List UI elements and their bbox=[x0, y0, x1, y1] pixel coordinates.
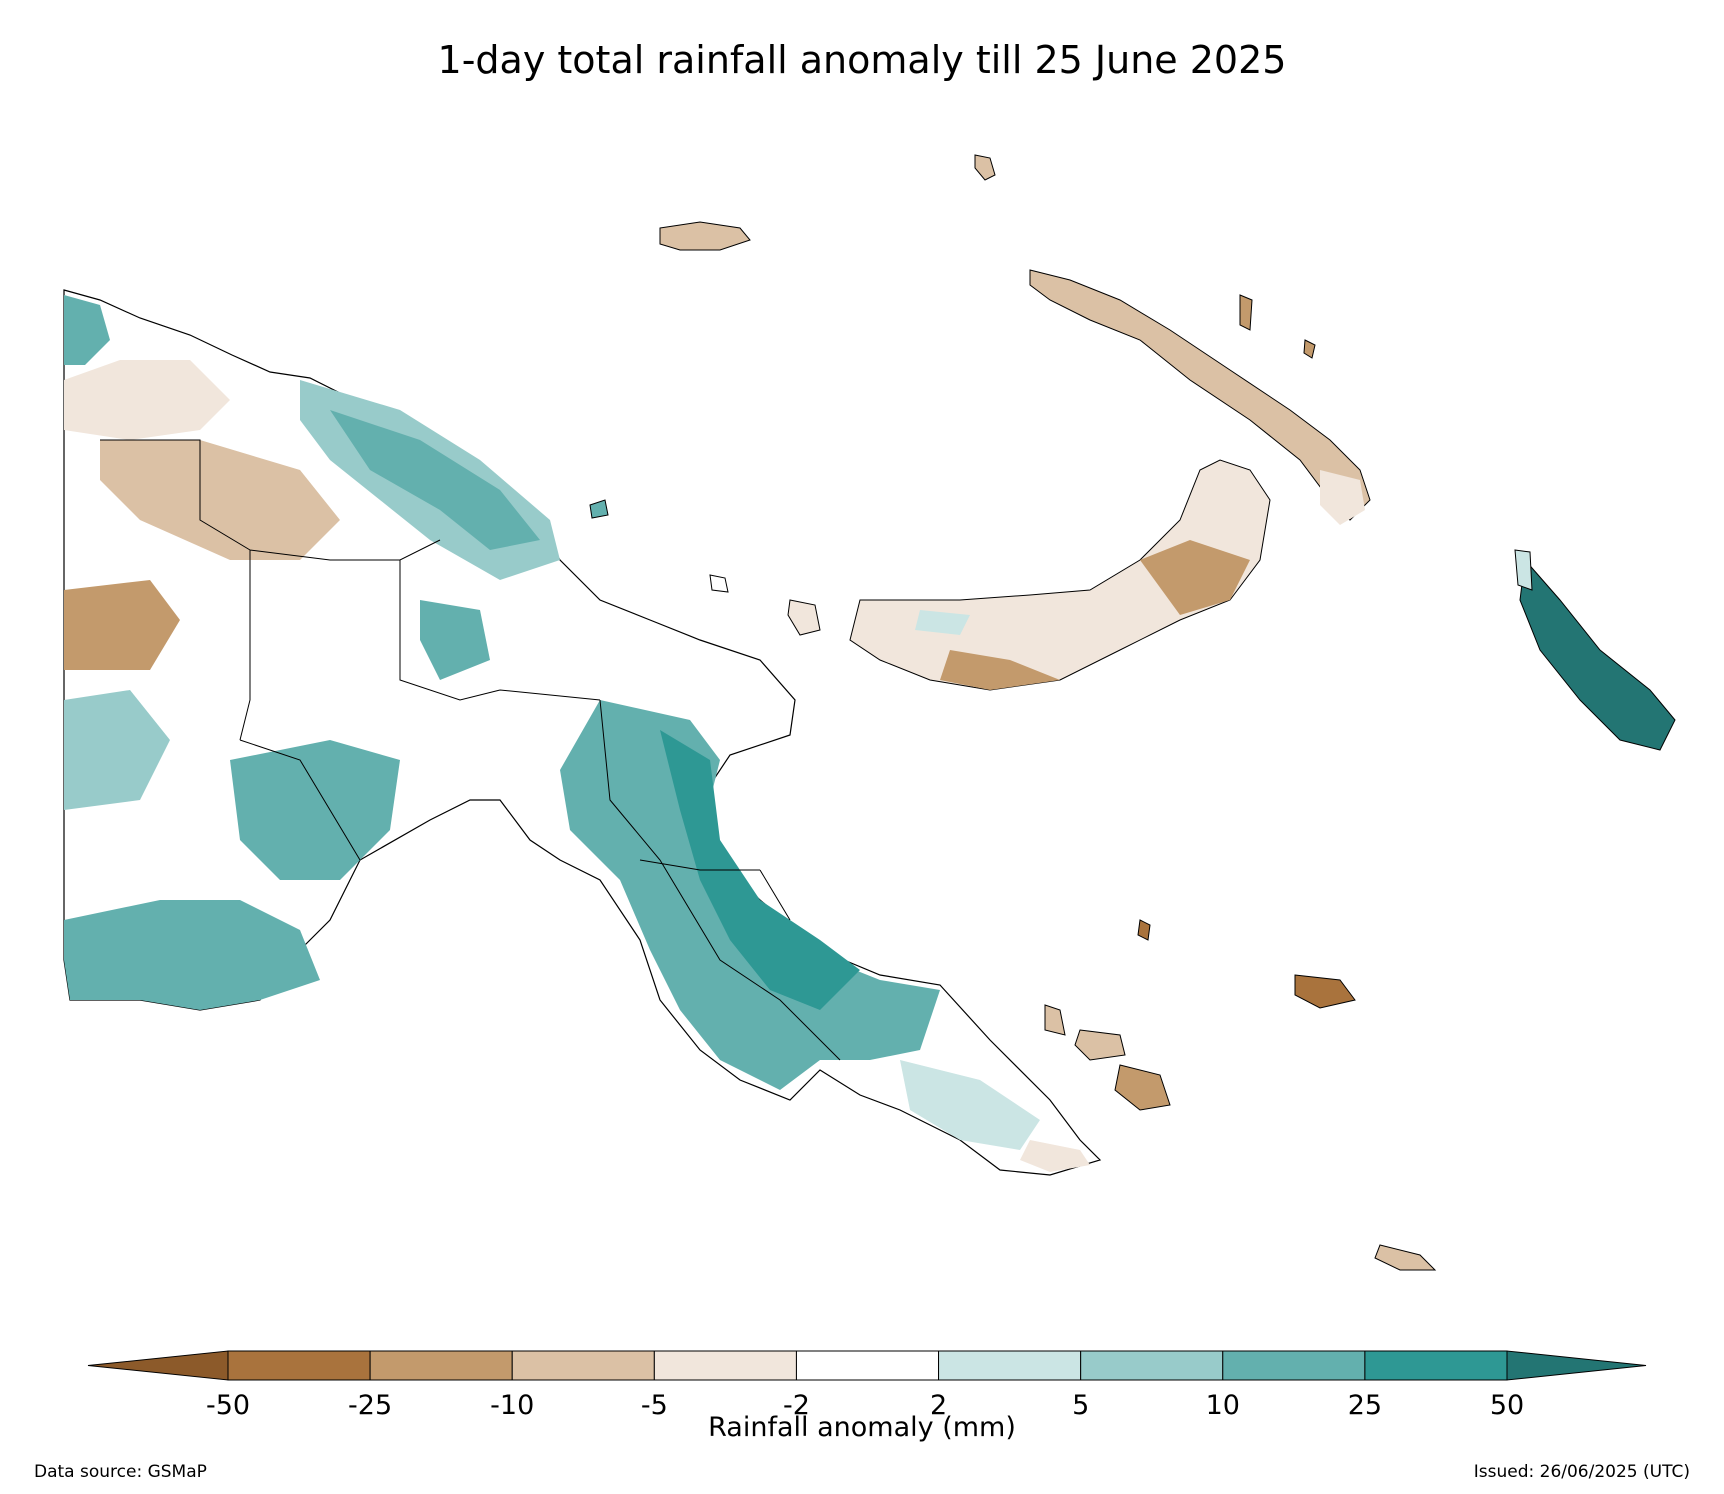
colorbar-bin bbox=[653, 1350, 797, 1381]
highlands-teal bbox=[420, 600, 490, 680]
colorbar-bin bbox=[1364, 1350, 1508, 1381]
rossel-island bbox=[1374, 1244, 1437, 1271]
colorbar-tick-label: -5 bbox=[640, 1390, 668, 1421]
colorbar-bin bbox=[511, 1350, 655, 1381]
colorbar-bin bbox=[369, 1350, 513, 1381]
tip-brown bbox=[1020, 1140, 1090, 1172]
province-boundaries bbox=[100, 439, 841, 1061]
new-britain-light-teal bbox=[915, 610, 970, 635]
colorbar-tick-label: 5 bbox=[1072, 1390, 1090, 1421]
wuvulu-island bbox=[589, 499, 609, 519]
colorbar-extend-low bbox=[87, 1350, 229, 1381]
new-ireland-tip bbox=[1320, 470, 1365, 525]
west-teal-patch bbox=[64, 295, 110, 365]
southeast-light-teal bbox=[900, 1060, 1040, 1150]
map-title: 1-day total rainfall anomaly till 25 Jun… bbox=[437, 38, 1287, 82]
colorbar-bin bbox=[795, 1350, 940, 1381]
trobriand-island bbox=[1137, 919, 1151, 941]
colorbar-label: Rainfall anomaly (mm) bbox=[708, 1412, 1016, 1443]
east-teal bbox=[560, 700, 940, 1090]
central-brown bbox=[100, 440, 340, 560]
colorbar-tick-label: 10 bbox=[1205, 1390, 1240, 1421]
colorbar-bin bbox=[227, 1350, 371, 1381]
colorbar-tick-label: 2 bbox=[929, 1390, 948, 1421]
west-dark-brown bbox=[64, 580, 180, 670]
karkar-island bbox=[709, 574, 729, 593]
data-source: Data source: GSMaP bbox=[34, 1462, 207, 1482]
tanga-island bbox=[1303, 339, 1316, 359]
mussau-island bbox=[974, 154, 996, 181]
west-brown-band bbox=[64, 360, 230, 440]
long-island bbox=[787, 599, 821, 636]
west-mid-teal bbox=[64, 690, 170, 810]
colorbar-tick-label: -2 bbox=[782, 1390, 810, 1421]
issued-date: Issued: 26/06/2025 (UTC) bbox=[1473, 1462, 1690, 1482]
dentrecasteaux-2 bbox=[1074, 1029, 1126, 1061]
gulf-teal bbox=[230, 740, 400, 880]
colorbar-bin bbox=[1222, 1350, 1366, 1381]
colorbar-tick-label: 50 bbox=[1489, 1390, 1525, 1421]
colorbar-tick-label: -10 bbox=[490, 1390, 535, 1421]
north-teal-core bbox=[330, 410, 540, 550]
manus-island bbox=[659, 221, 751, 251]
bougainville bbox=[1519, 558, 1676, 751]
colorbar-tick-label: 25 bbox=[1347, 1390, 1383, 1421]
dentrecasteaux-3 bbox=[1114, 1064, 1171, 1111]
buka-island bbox=[1514, 549, 1533, 591]
colorbar-extend-high bbox=[1506, 1350, 1647, 1381]
mainland-region bbox=[63, 289, 1102, 1176]
lihir-island bbox=[1239, 294, 1253, 331]
new-britain-east-brown bbox=[1140, 540, 1250, 615]
colorbar-tick-label: -25 bbox=[348, 1390, 393, 1421]
new-britain-brown bbox=[940, 650, 1060, 690]
southwest-teal bbox=[64, 900, 320, 1010]
islands bbox=[589, 154, 1676, 1271]
dentrecasteaux-1 bbox=[1044, 1004, 1066, 1036]
east-teal-core bbox=[660, 730, 860, 1010]
colorbar-bin bbox=[1080, 1350, 1224, 1381]
colorbar-tick-label: -50 bbox=[205, 1390, 251, 1421]
colorbar-bin bbox=[938, 1350, 1082, 1381]
woodlark-island bbox=[1294, 974, 1356, 1009]
